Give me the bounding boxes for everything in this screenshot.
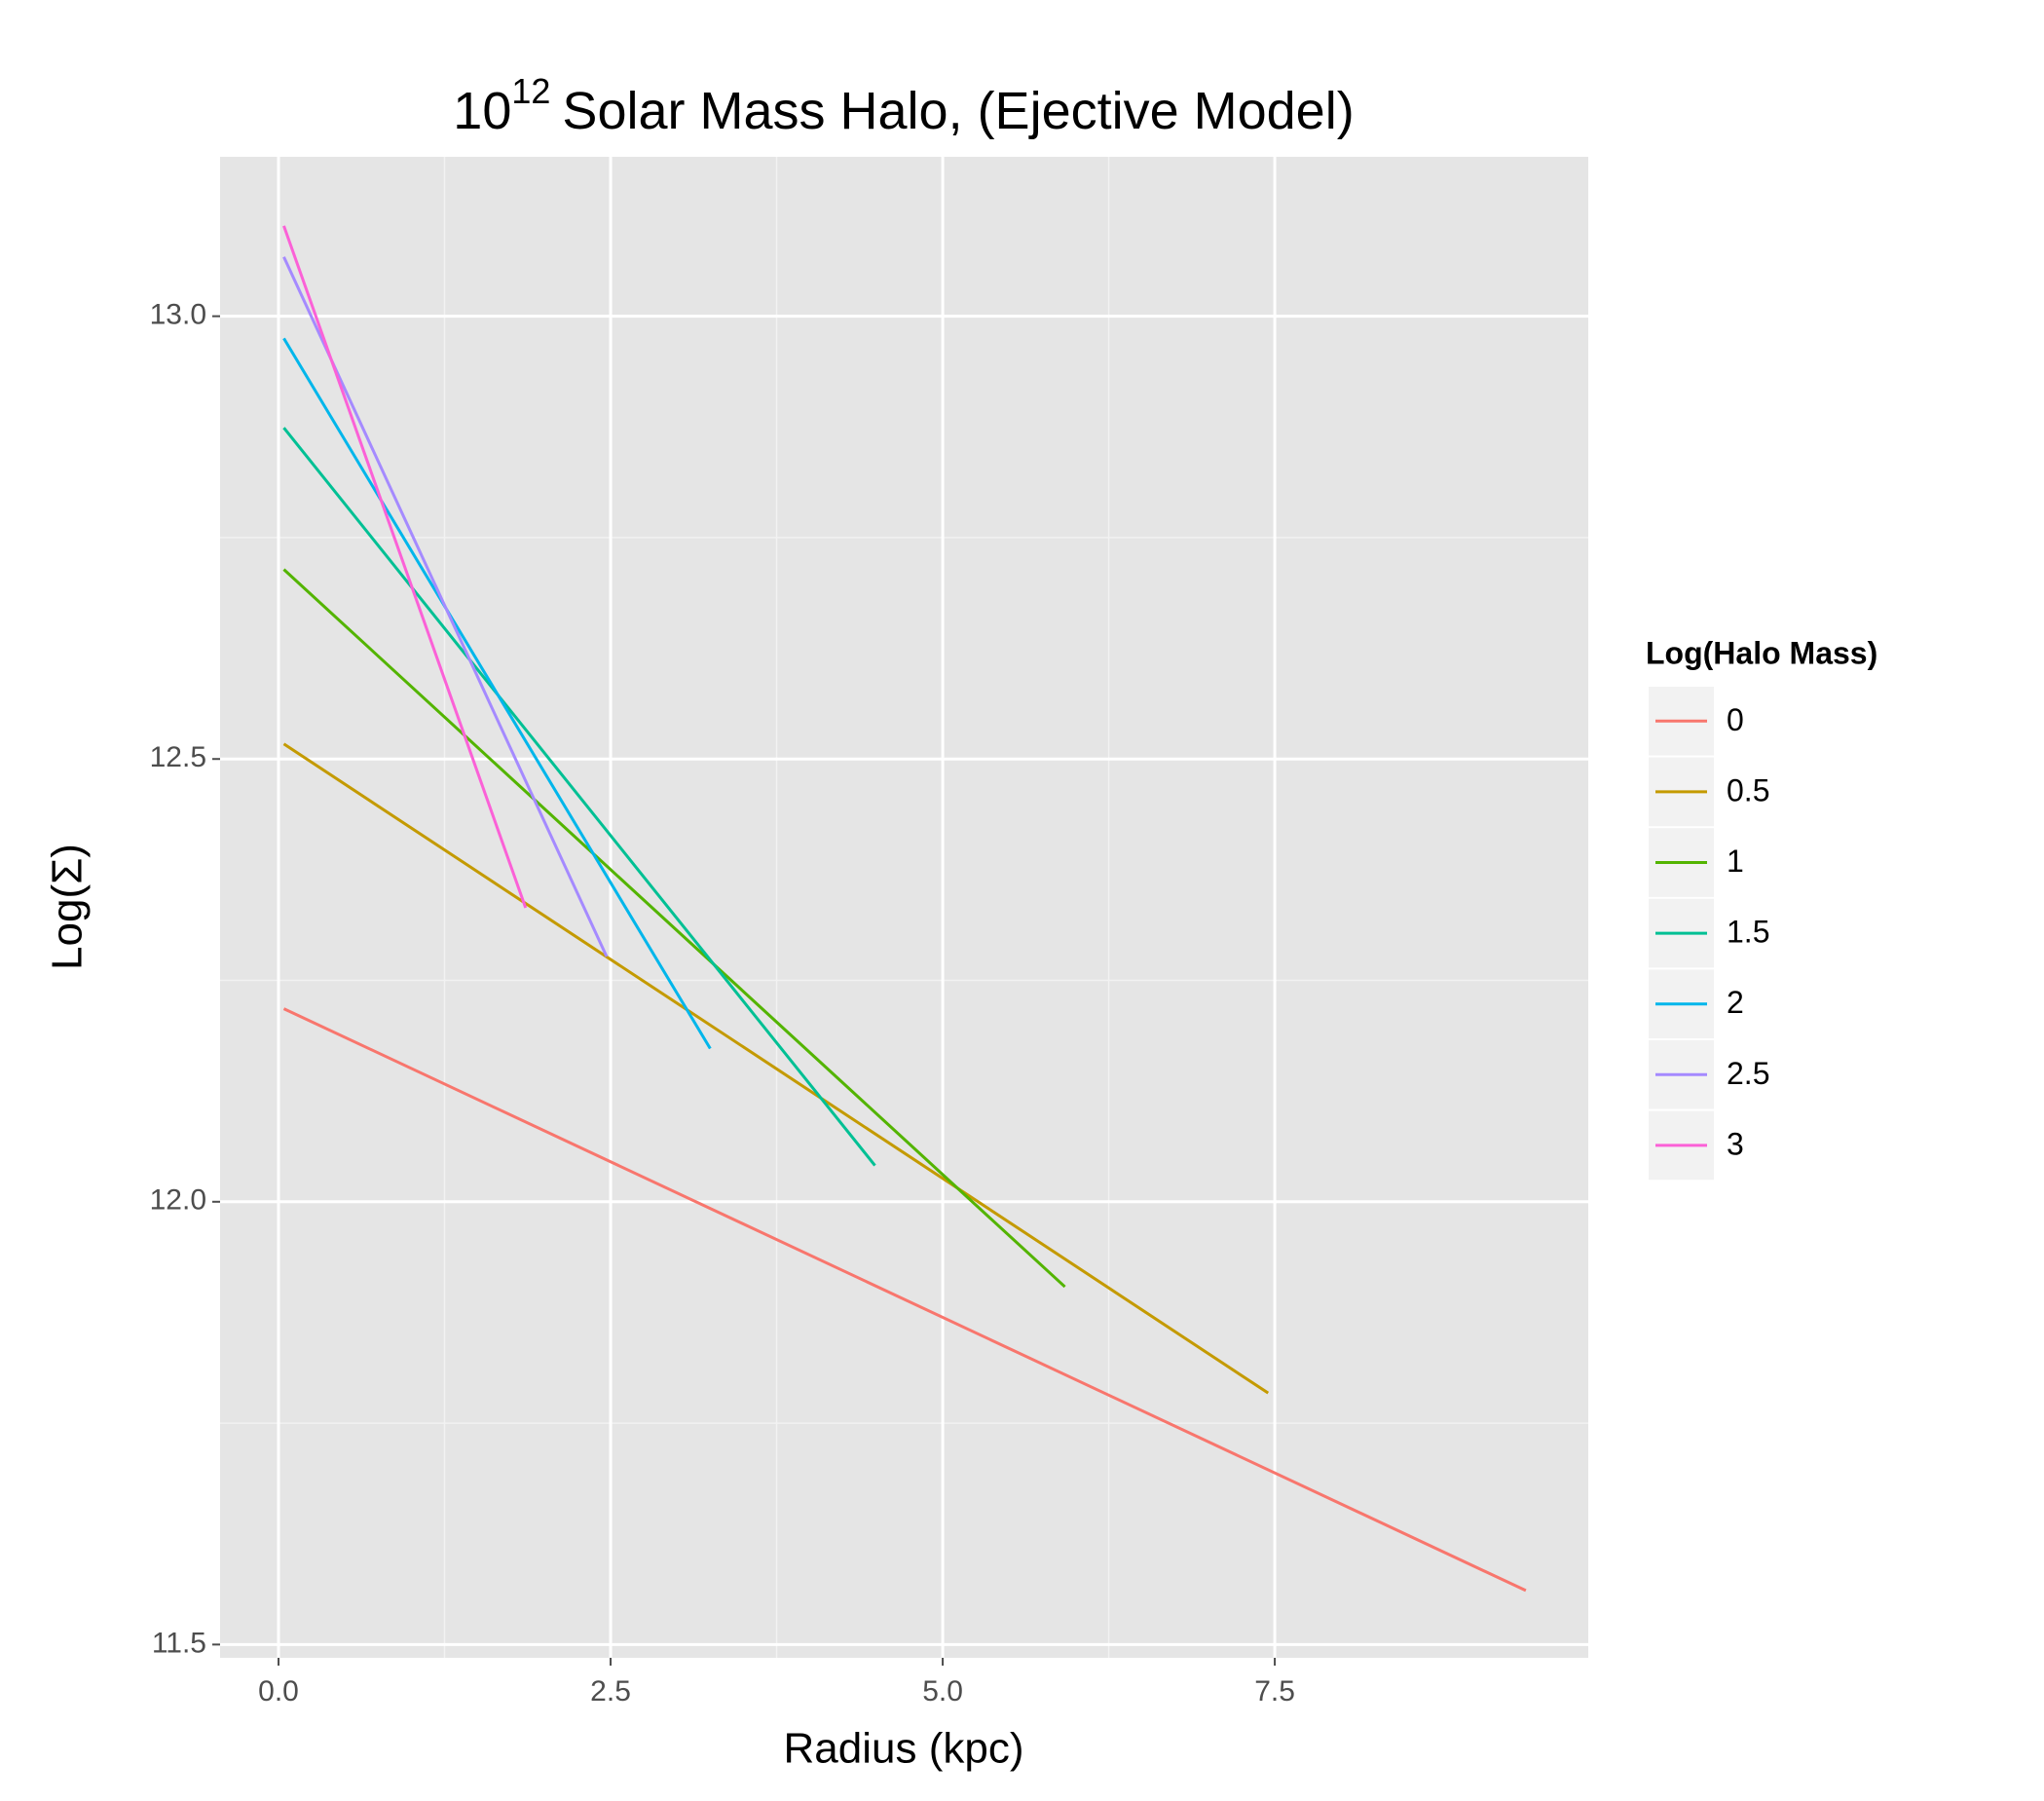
y-tick-label: 13.0 — [150, 299, 206, 331]
y-tick-label: 12.0 — [150, 1184, 206, 1217]
legend-label: 1.5 — [1727, 915, 1769, 950]
x-tick-label: 5.0 — [922, 1675, 963, 1707]
y-tick-label: 11.5 — [152, 1627, 206, 1659]
x-tick-label: 2.5 — [590, 1675, 631, 1707]
title-exponent: 12 — [511, 71, 550, 111]
legend-label: 3 — [1727, 1126, 1744, 1161]
legend-label: 2.5 — [1727, 1056, 1769, 1091]
series-line — [282, 427, 876, 1167]
legend-label: 2 — [1727, 985, 1744, 1020]
x-tick-label: 0.0 — [258, 1675, 299, 1707]
legend-label: 1 — [1727, 844, 1744, 879]
series-line — [282, 568, 1066, 1289]
series-line — [282, 337, 712, 1050]
x-tick-label: 7.5 — [1254, 1675, 1295, 1707]
legend-label: 0.5 — [1727, 772, 1769, 807]
chart-title: 1012 Solar Mass Halo, (Ejective Model) — [453, 71, 1354, 141]
title-base: 10 — [453, 82, 511, 140]
x-axis-title: Radius (kpc) — [784, 1725, 1024, 1773]
title-text: Solar Mass Halo, (Ejective Model) — [562, 82, 1354, 140]
legend-label: 0 — [1727, 702, 1744, 737]
y-axis-title: Log(Σ) — [44, 844, 92, 970]
series-line — [282, 225, 528, 909]
panel — [220, 157, 1588, 1658]
y-tick-label: 12.5 — [150, 741, 206, 773]
series-line — [282, 742, 1270, 1395]
series-line — [282, 1007, 1527, 1593]
legend-title: Log(Halo Mass) — [1646, 635, 1877, 670]
